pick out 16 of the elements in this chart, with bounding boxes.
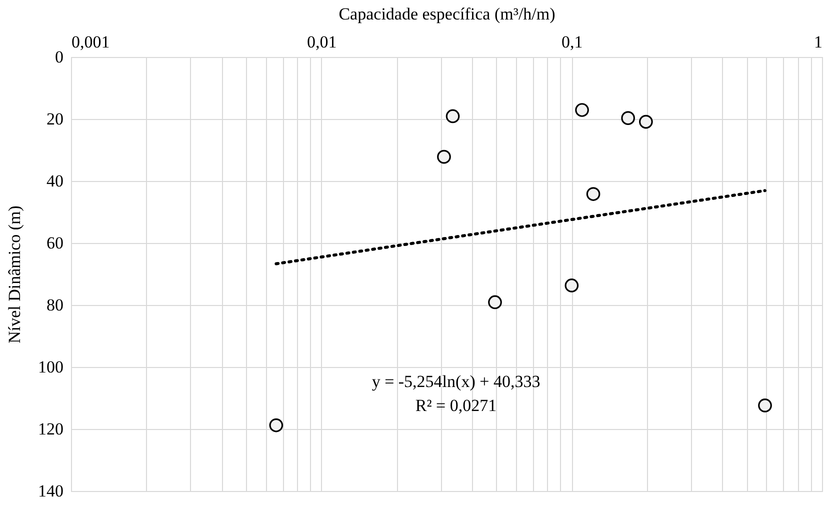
annotation: R² = 0,0271: [415, 396, 497, 415]
y-tick-label: 40: [46, 172, 64, 190]
x-axis-title: Capacidade específica (m³/h/m): [338, 4, 556, 24]
y-tick-label: 120: [38, 420, 64, 438]
x-tick-label: 0,1: [562, 32, 583, 52]
x-tick-label: 0,01: [306, 32, 337, 52]
y-tick-label: 80: [46, 296, 64, 314]
x-tick-label: 0,001: [72, 32, 110, 52]
y-tick-label: 60: [46, 234, 64, 252]
y-tick-label: 140: [38, 482, 64, 500]
y-tick-label: 20: [46, 110, 64, 128]
x-tick-label: 1: [814, 32, 822, 52]
y-tick-label: 0: [55, 48, 64, 66]
annotation: y = -5,254ln(x) + 40,333: [372, 372, 540, 391]
y-axis-title: Nível Dinâmico (m): [5, 206, 24, 344]
y-tick-label: 100: [38, 358, 64, 376]
